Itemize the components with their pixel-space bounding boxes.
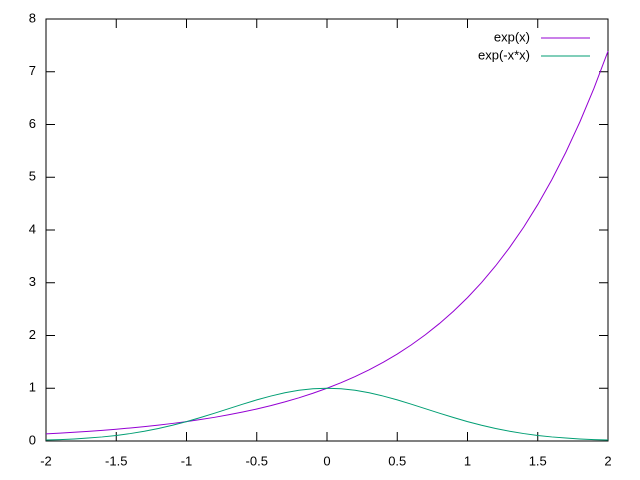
y-tick-label: 1 bbox=[29, 380, 36, 395]
y-tick-label: 0 bbox=[29, 432, 36, 447]
x-tick-label: -0.5 bbox=[246, 453, 268, 468]
x-tick-label: 1.5 bbox=[529, 453, 547, 468]
x-tick-label: -1.5 bbox=[105, 453, 127, 468]
y-tick-label: 8 bbox=[29, 10, 36, 25]
x-tick-label: -2 bbox=[40, 453, 52, 468]
y-tick-label: 3 bbox=[29, 274, 36, 289]
y-tick-label: 6 bbox=[29, 116, 36, 131]
legend-label: exp(x) bbox=[494, 29, 530, 44]
y-tick-label: 7 bbox=[29, 63, 36, 78]
line bbox=[45, 51, 609, 435]
line bbox=[45, 387, 609, 441]
plot-frame bbox=[45, 18, 609, 442]
x-tick-label: 2 bbox=[604, 453, 611, 468]
x-tick-label: 1 bbox=[464, 453, 471, 468]
x-tick-label: 0.5 bbox=[388, 453, 406, 468]
y-tick-label: 5 bbox=[29, 169, 36, 184]
x-tick-label: -1 bbox=[181, 453, 193, 468]
y-tick-label: 4 bbox=[29, 221, 36, 236]
y-tick-label: 2 bbox=[29, 327, 36, 342]
legend-label: exp(-x*x) bbox=[478, 47, 530, 62]
x-tick-label: 0 bbox=[323, 453, 330, 468]
